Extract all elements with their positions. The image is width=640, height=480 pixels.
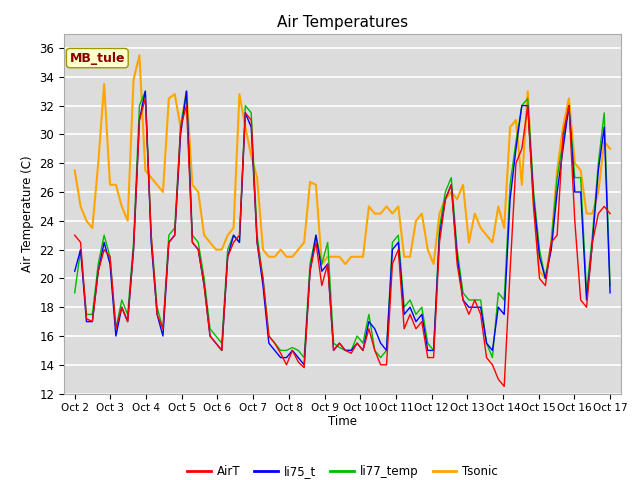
Title: Air Temperatures: Air Temperatures: [277, 15, 408, 30]
Legend: AirT, li75_t, li77_temp, Tsonic: AirT, li75_t, li77_temp, Tsonic: [182, 461, 502, 480]
Text: MB_tule: MB_tule: [70, 51, 125, 65]
Y-axis label: Air Temperature (C): Air Temperature (C): [20, 156, 34, 272]
X-axis label: Time: Time: [328, 415, 357, 428]
